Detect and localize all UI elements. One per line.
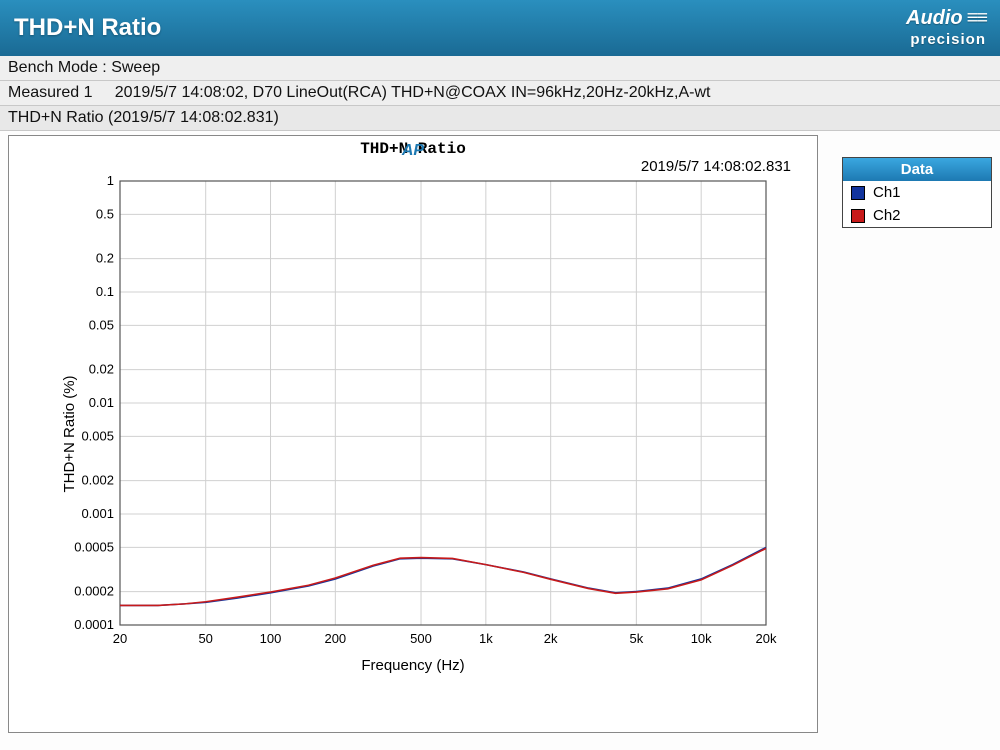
legend-item[interactable]: Ch1	[843, 181, 991, 204]
legend-swatch	[851, 186, 865, 200]
svg-text:0.0002: 0.0002	[74, 584, 114, 599]
svg-text:1: 1	[107, 175, 114, 188]
svg-text:0.001: 0.001	[81, 506, 114, 521]
svg-text:0.005: 0.005	[81, 428, 114, 443]
content-area: THD+N Ratio 2019/5/7 14:08:02.831 THD+N …	[0, 131, 1000, 741]
legend-item[interactable]: Ch2	[843, 204, 991, 227]
svg-text:0.002: 0.002	[81, 473, 114, 488]
measured-row: Measured 1 2019/5/7 14:08:02, D70 LineOu…	[0, 81, 1000, 106]
ap-badge-icon: AP	[396, 140, 430, 162]
legend-panel: Data Ch1 Ch2	[842, 135, 992, 733]
chart-timestamp: 2019/5/7 14:08:02.831	[641, 158, 811, 175]
legend-label: Ch1	[873, 184, 901, 201]
brand-logo: Audio≡≡ precision	[906, 8, 986, 48]
logo-line1: Audio	[906, 7, 963, 29]
svg-text:2k: 2k	[544, 631, 558, 646]
chart-plot: 0.0001 0.0002 0.0005 0.001 0.002 0.005 0.01 0.0…	[48, 175, 778, 655]
chart-subtitle-row: THD+N Ratio (2019/5/7 14:08:02.831)	[0, 106, 1000, 131]
svg-text:20: 20	[113, 631, 127, 646]
svg-text:20k: 20k	[756, 631, 777, 646]
page-title: THD+N Ratio	[14, 14, 161, 42]
svg-text:0.1: 0.1	[96, 284, 114, 299]
svg-text:0.0005: 0.0005	[74, 539, 114, 554]
measured-value: 2019/5/7 14:08:02, D70 LineOut(RCA) THD+…	[115, 84, 711, 101]
svg-text:0.05: 0.05	[89, 317, 114, 332]
legend-header: Data	[843, 158, 991, 181]
svg-text:0.2: 0.2	[96, 251, 114, 266]
svg-text:50: 50	[198, 631, 212, 646]
svg-text:1k: 1k	[479, 631, 493, 646]
legend-swatch	[851, 209, 865, 223]
x-axis-label: Frequency (Hz)	[361, 657, 464, 674]
svg-text:10k: 10k	[691, 631, 712, 646]
legend-box: Data Ch1 Ch2	[842, 157, 992, 228]
measured-label: Measured 1	[8, 84, 93, 101]
svg-text:200: 200	[324, 631, 346, 646]
logo-bars-icon: ≡≡	[967, 8, 986, 28]
svg-text:100: 100	[260, 631, 282, 646]
header-bar: THD+N Ratio Audio≡≡ precision	[0, 0, 1000, 56]
bench-mode-label: Bench Mode :	[8, 59, 107, 76]
bench-mode-row: Bench Mode : Sweep	[0, 56, 1000, 81]
bench-mode-value: Sweep	[111, 59, 160, 76]
y-axis-label: THD+N Ratio (%)	[61, 375, 78, 492]
svg-text:0.0001: 0.0001	[74, 617, 114, 632]
svg-text:500: 500	[410, 631, 432, 646]
svg-text:5k: 5k	[629, 631, 643, 646]
logo-line2: precision	[910, 31, 986, 48]
svg-text:0.02: 0.02	[89, 362, 114, 377]
svg-text:0.5: 0.5	[96, 206, 114, 221]
legend-label: Ch2	[873, 207, 901, 224]
svg-text:0.01: 0.01	[89, 395, 114, 410]
chart-panel: THD+N Ratio 2019/5/7 14:08:02.831 THD+N …	[8, 135, 818, 733]
chart-subtitle: THD+N Ratio (2019/5/7 14:08:02.831)	[8, 109, 279, 126]
